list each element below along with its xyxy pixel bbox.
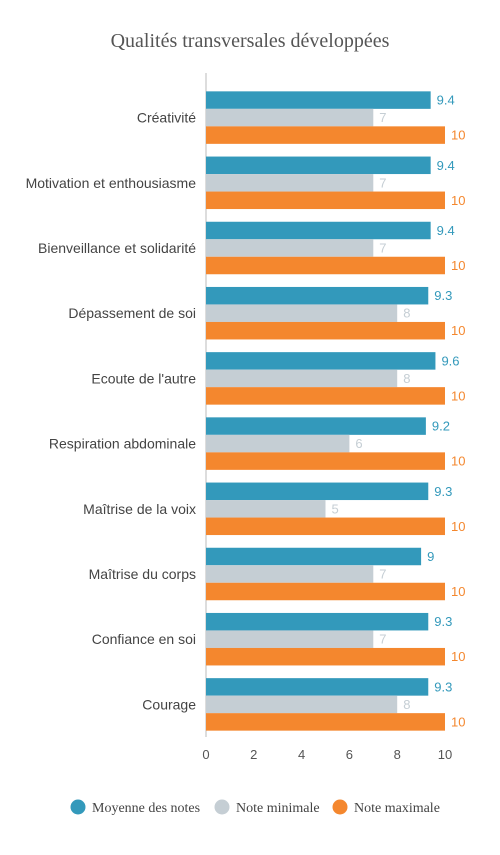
legend: Moyenne des notes Note minimale Note maxim… [70, 799, 440, 816]
bar-note-maximale [206, 517, 445, 536]
category-label: Créativité [137, 110, 196, 126]
bar-moyenne-des-notes [206, 221, 431, 240]
x-tick-label: 10 [438, 747, 452, 762]
x-tick-label: 8 [394, 747, 401, 762]
bar-note-minimale [206, 695, 398, 714]
data-label: 10 [451, 128, 465, 143]
data-label: 10 [451, 649, 465, 664]
plot-area: Créativité 9.4 7 10 Motivation et enthousias… [26, 73, 465, 762]
legend-marker [214, 799, 230, 815]
bar-note-maximale [206, 713, 445, 731]
category-label: Bienveillance et solidarité [38, 240, 196, 256]
bar-note-maximale [206, 256, 445, 275]
data-label: 9.3 [434, 614, 452, 629]
data-label: 8 [403, 371, 410, 386]
data-label: 9.3 [434, 288, 452, 303]
category-label: Maîtrise de la voix [83, 501, 196, 517]
data-label: 9.4 [437, 223, 455, 238]
data-label: 9.4 [437, 93, 455, 108]
bar-moyenne-des-notes [206, 286, 429, 305]
data-label: 7 [379, 567, 386, 582]
bar-note-maximale [206, 582, 445, 601]
data-label: 9 [427, 549, 434, 564]
data-label: 10 [451, 519, 465, 534]
data-label: 10 [451, 193, 465, 208]
category-label: Dépassement de soi [68, 305, 196, 321]
bar-note-minimale [206, 239, 374, 257]
data-label: 10 [451, 454, 465, 469]
chart-title: Qualités transversales développées [111, 30, 390, 52]
x-tick-label: 6 [346, 747, 353, 762]
data-label: 9.2 [432, 419, 450, 434]
bar-note-minimale [206, 369, 398, 388]
bar-note-maximale [206, 387, 445, 405]
data-label: 10 [451, 714, 465, 729]
data-label: 9.3 [434, 484, 452, 499]
legend-label: Moyenne des notes [92, 801, 200, 816]
legend-label: Note minimale [236, 801, 320, 816]
data-label: 9.6 [441, 353, 459, 368]
legend-marker [332, 799, 348, 815]
data-label: 6 [355, 436, 362, 451]
category-label: Maîtrise du corps [89, 566, 196, 582]
x-tick-label: 4 [298, 747, 305, 762]
category-label: Motivation et enthousiasme [26, 175, 197, 191]
bar-moyenne-des-notes [206, 678, 429, 696]
data-label: 5 [332, 501, 339, 516]
category-label: Respiration abdominale [49, 436, 196, 452]
bar-note-maximale [206, 452, 445, 470]
data-label: 10 [451, 584, 465, 599]
data-label: 7 [379, 632, 386, 647]
bar-moyenne-des-notes [206, 612, 429, 631]
bar-note-minimale [206, 108, 374, 127]
bar-note-minimale [206, 630, 374, 648]
bar-note-maximale [206, 191, 445, 210]
category-label: Courage [142, 696, 196, 712]
bar-note-maximale [206, 126, 445, 144]
bar-moyenne-des-notes [206, 352, 436, 370]
bar-note-minimale [206, 304, 398, 322]
bar-note-maximale [206, 321, 445, 340]
legend-label: Note maximale [354, 801, 440, 816]
bar-note-minimale [206, 174, 374, 192]
bar-note-minimale [206, 434, 350, 453]
bar-moyenne-des-notes [206, 156, 431, 175]
data-label: 10 [451, 258, 465, 273]
bar-note-minimale [206, 565, 374, 583]
data-label: 9.3 [434, 679, 452, 694]
x-tick-label: 2 [250, 747, 257, 762]
x-tick-label: 0 [202, 747, 209, 762]
bar-moyenne-des-notes [206, 417, 426, 435]
data-label: 8 [403, 697, 410, 712]
bar-moyenne-des-notes [206, 547, 422, 566]
data-label: 7 [379, 110, 386, 125]
data-label: 10 [451, 323, 465, 338]
data-label: 10 [451, 388, 465, 403]
bar-moyenne-des-notes [206, 91, 431, 109]
bar-moyenne-des-notes [206, 482, 429, 501]
data-label: 7 [379, 241, 386, 256]
legend-marker [70, 799, 86, 815]
bar-note-maximale [206, 647, 445, 666]
data-label: 9.4 [437, 158, 455, 173]
category-label: Confiance en soi [92, 631, 196, 647]
data-label: 8 [403, 306, 410, 321]
category-label: Ecoute de l'autre [91, 370, 196, 386]
bar-note-minimale [206, 500, 326, 518]
data-label: 7 [379, 175, 386, 190]
